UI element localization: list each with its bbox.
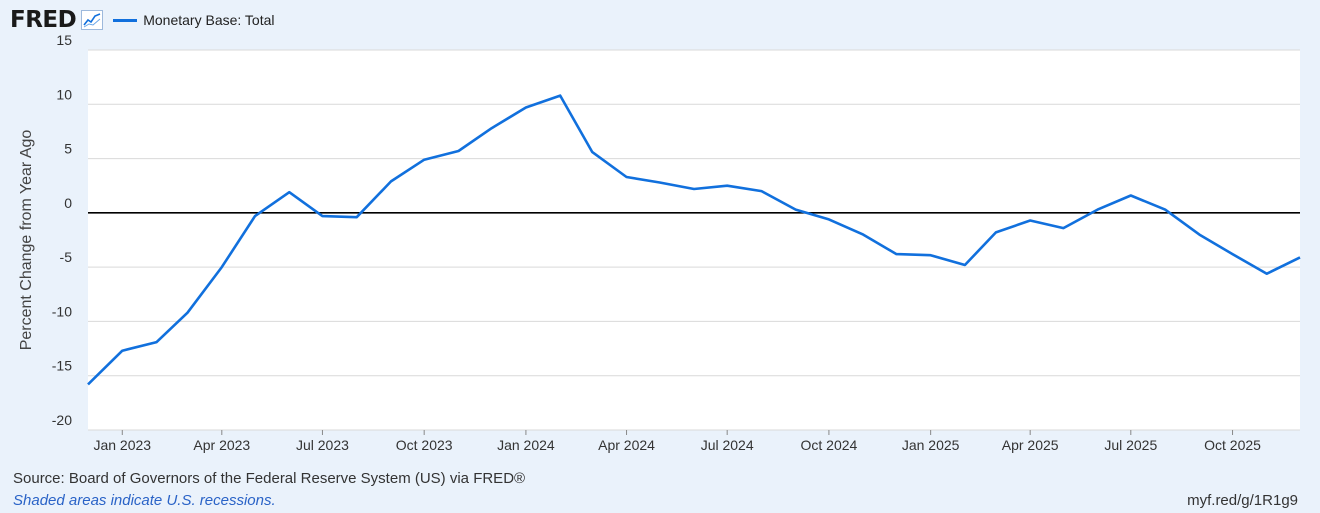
legend-swatch <box>113 18 138 22</box>
y-tick-label: 15 <box>56 32 72 48</box>
y-axis-label: Percent Change from Year Ago <box>18 130 35 351</box>
x-tick-label: Jul 2023 <box>296 437 349 453</box>
chart-header: FRED Monetary Base: Total <box>10 6 275 34</box>
x-tick-label: Oct 2023 <box>396 437 453 453</box>
y-axis: 15 10 5 0 -5 -10 -15 -20 <box>52 32 72 428</box>
recession-note: Shaded areas indicate U.S. recessions. <box>13 492 276 509</box>
legend-label: Monetary Base: Total <box>143 12 275 28</box>
y-tick-label: 10 <box>56 86 72 102</box>
chart-line-icon <box>81 10 104 30</box>
x-tick-label: Apr 2023 <box>193 437 250 453</box>
source-text: Source: Board of Governors of the Federa… <box>13 470 526 487</box>
x-tick-label: Oct 2024 <box>800 437 857 453</box>
chart: 15 10 5 0 -5 -10 -15 -20 Jan 2023 Apr 2023 Jul 20… <box>18 32 1301 453</box>
legend: Monetary Base: Total <box>113 12 275 28</box>
y-tick-label: -15 <box>52 358 72 374</box>
x-tick-label: Oct 2025 <box>1204 437 1261 453</box>
series-line-monetary-base <box>87 94 1301 386</box>
grid-lines <box>88 49 1300 431</box>
y-tick-label: -20 <box>52 412 72 428</box>
x-tick-label: Jul 2024 <box>701 437 754 453</box>
short-link[interactable]: myf.red/g/1R1g9 <box>1187 492 1298 509</box>
y-tick-label: 0 <box>64 195 72 211</box>
x-tick-label: Jan 2025 <box>902 437 960 453</box>
x-tick-label: Jul 2025 <box>1104 437 1157 453</box>
y-tick-label: -5 <box>60 249 73 265</box>
x-tick-label: Jan 2023 <box>93 437 151 453</box>
y-tick-label: -10 <box>52 303 72 319</box>
y-tick-label: 5 <box>64 141 72 157</box>
x-tick-label: Jan 2024 <box>497 437 555 453</box>
x-tick-label: Apr 2025 <box>1002 437 1059 453</box>
x-axis: Jan 2023 Apr 2023 Jul 2023 Oct 2023 Jan 2024… <box>93 430 1261 453</box>
plot-area <box>88 50 1300 430</box>
fred-logo[interactable]: FRED <box>10 7 77 33</box>
x-tick-label: Apr 2024 <box>598 437 655 453</box>
